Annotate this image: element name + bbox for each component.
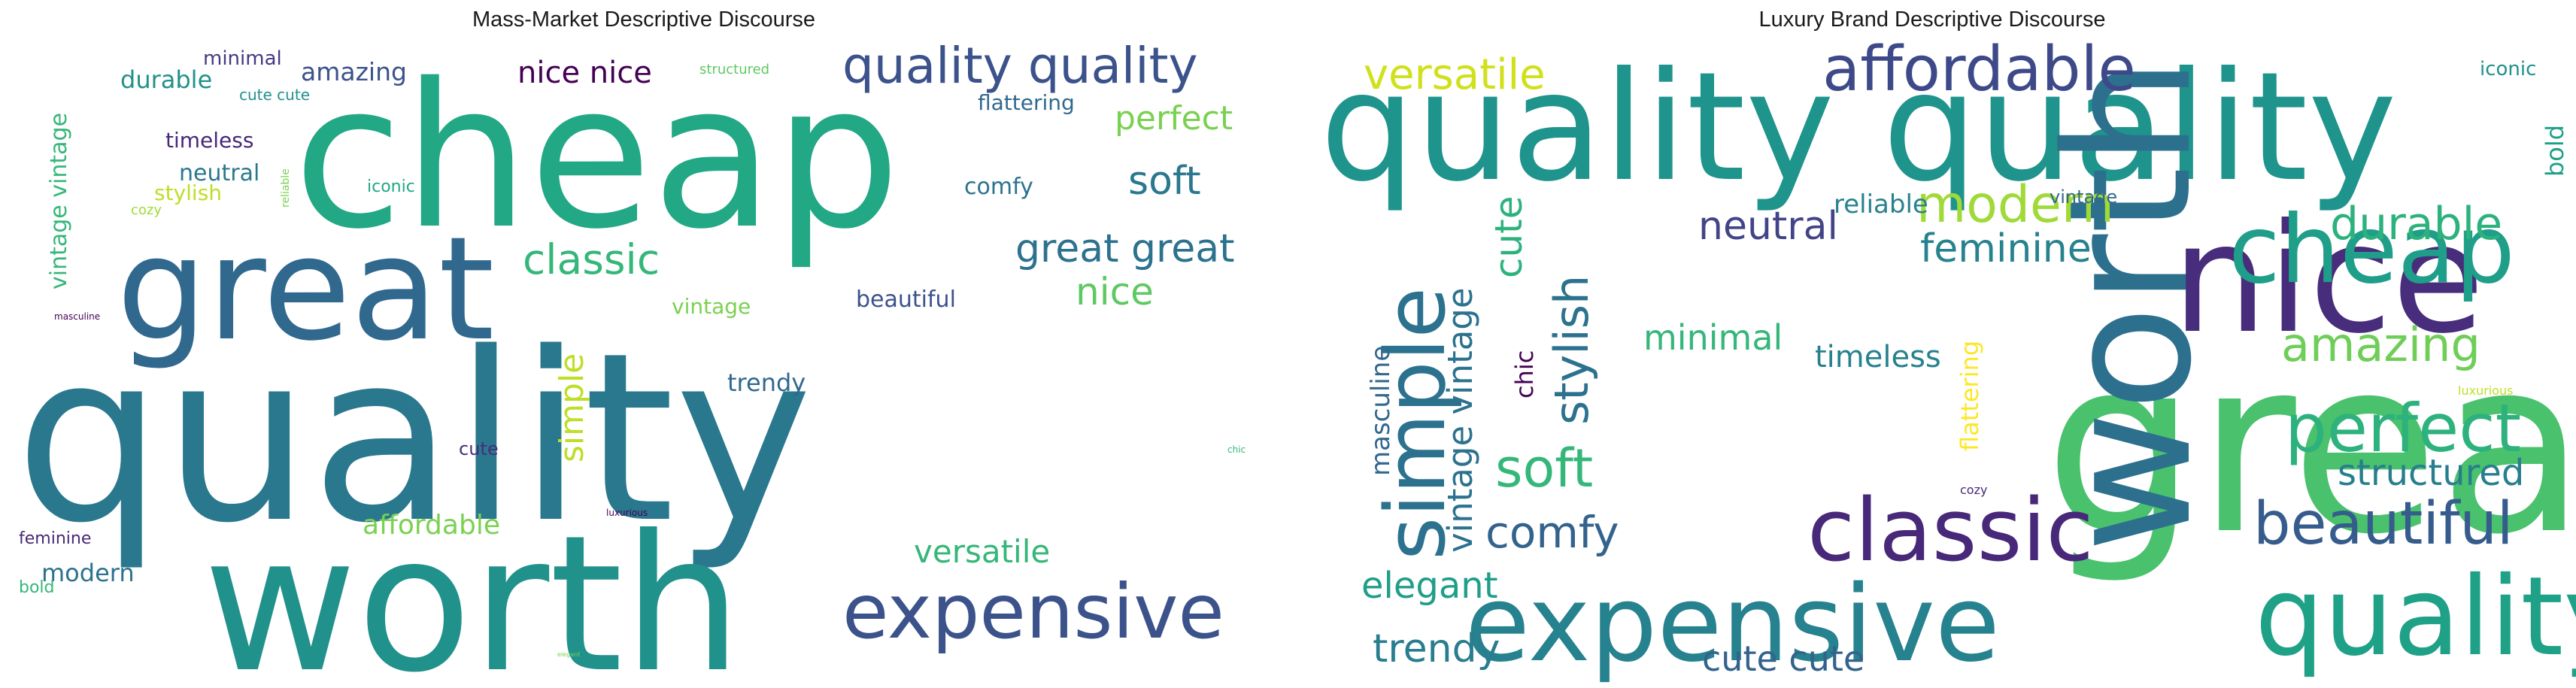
word-versatile: versatile (914, 533, 1050, 570)
word-quality-quality: quality quality (1320, 40, 2397, 215)
word-timeless: timeless (1815, 340, 1941, 374)
mass-market-title: Mass-Market Descriptive Discourse (472, 8, 816, 32)
word-cute-cute: cute cute (1702, 638, 1864, 679)
word-soft: soft (1128, 159, 1201, 204)
word-nice: nice (1076, 270, 1154, 314)
word-iconic: iconic (367, 177, 415, 196)
word-simple: simple (1367, 287, 1464, 560)
word-bold: bold (2541, 125, 2569, 177)
word-nice: nice (2172, 192, 2484, 367)
word-feminine: feminine (1920, 226, 2092, 271)
mass-market-panel: Mass-Market Descriptive Discourse qualit… (15, 8, 1246, 688)
word-quality-quality: quality quality (842, 37, 1198, 95)
word-stylish: stylish (154, 180, 222, 205)
word-amazing: amazing (301, 57, 407, 86)
word-affordable: affordable (363, 510, 500, 541)
word-affordable: affordable (1822, 34, 2136, 105)
word-masculine: masculine (54, 311, 100, 322)
word-worth: worth (2029, 57, 2230, 553)
word-perfect: perfect (2285, 389, 2521, 467)
word-minimal: minimal (1643, 317, 1783, 358)
word-elegant: elegant (557, 651, 580, 658)
word-trendy: trendy (727, 368, 806, 397)
word-comfy: comfy (1485, 507, 1619, 558)
word-luxurious: luxurious (606, 508, 648, 518)
luxury-panel: Luxury Brand Descriptive Discourse great… (1288, 0, 2576, 688)
word-elegant: elegant (1361, 565, 1498, 607)
word-timeless: timeless (165, 128, 253, 153)
word-nice-nice: nice nice (517, 56, 652, 90)
word-beautiful: beautiful (2253, 490, 2514, 558)
word-worth: worth (203, 495, 742, 688)
word-amazing: amazing (2281, 317, 2480, 372)
word-masculine: masculine (1366, 346, 1396, 476)
word-vintage-vintage: vintage vintage (46, 113, 72, 289)
word-vintage: vintage (672, 294, 751, 319)
word-neutral: neutral (179, 160, 259, 186)
word-comfy: comfy (964, 174, 1033, 200)
word-flattering: flattering (1956, 341, 1984, 451)
word-chic: chic (1510, 350, 1539, 399)
word-durable: durable (2330, 198, 2502, 250)
word-versatile: versatile (1364, 50, 1546, 99)
word-quality: quality (15, 303, 812, 574)
word-cozy: cozy (131, 202, 162, 218)
word-durable: durable (120, 65, 212, 94)
word-cozy: cozy (1960, 483, 1987, 497)
word-stylish: stylish (1544, 275, 1599, 425)
word-vintage-vintage: vintage vintage (1440, 287, 1480, 553)
word-great: great (117, 206, 494, 372)
word-simple: simple (553, 353, 591, 462)
word-luxurious: luxurious (2458, 383, 2513, 398)
word-trendy: trendy (1373, 626, 1500, 671)
word-perfect: perfect (1115, 99, 1233, 138)
word-structured: structured (699, 62, 769, 77)
word-classic: classic (523, 235, 660, 283)
word-modern: modern (41, 559, 135, 587)
luxury-title: Luxury Brand Descriptive Discourse (1758, 8, 2106, 32)
word-feminine: feminine (19, 529, 91, 548)
word-iconic: iconic (2480, 58, 2536, 80)
word-cute-cute: cute cute (239, 86, 310, 104)
word-expensive: expensive (1465, 563, 2000, 686)
word-minimal: minimal (203, 47, 282, 70)
word-great-great: great great (1015, 226, 1235, 271)
word-chic: chic (1227, 444, 1246, 455)
word-quality: quality (2255, 553, 2576, 680)
word-structured: structured (2338, 452, 2524, 494)
word-classic: classic (1807, 480, 2094, 581)
word-cute: cute (1487, 195, 1531, 278)
word-vintage: vintage (2050, 186, 2117, 208)
word-flattering: flattering (978, 90, 1075, 115)
word-soft: soft (1495, 438, 1593, 499)
word-reliable: reliable (280, 168, 292, 208)
word-great: great (2044, 308, 2576, 587)
word-cute: cute (459, 438, 499, 459)
word-bold: bold (19, 578, 55, 597)
word-beautiful: beautiful (856, 286, 956, 313)
word-neutral: neutral (1698, 204, 1838, 249)
word-expensive: expensive (842, 568, 1224, 656)
word-reliable: reliable (1834, 189, 1928, 220)
word-cheap: cheap (293, 41, 900, 273)
word-modern: modern (1916, 175, 2114, 235)
word-cheap: cheap (2229, 195, 2515, 305)
